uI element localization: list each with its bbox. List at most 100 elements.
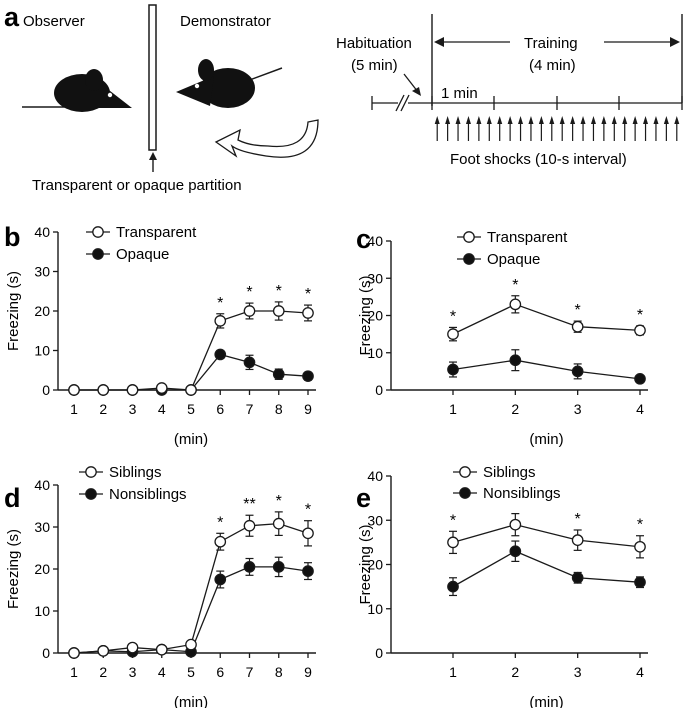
y-tick-label: 10	[367, 345, 383, 361]
y-tick-label: 30	[34, 519, 50, 535]
series-line	[73, 522, 309, 654]
x-tick-label: 3	[574, 664, 582, 680]
y-tick-label: 20	[34, 303, 50, 319]
shock-arrow-head	[611, 116, 617, 124]
legend-label: Opaque	[487, 251, 540, 268]
training-label: Training	[524, 35, 578, 52]
data-point	[97, 645, 110, 657]
x-axis-label: (min)	[529, 694, 563, 708]
data-point	[447, 580, 459, 593]
y-axis-label: Freezing (s)	[5, 529, 22, 609]
y-tick-label: 20	[34, 561, 50, 577]
legend-marker	[92, 226, 104, 238]
data-point	[185, 638, 197, 651]
legend-label: Opaque	[116, 246, 169, 263]
data-point	[302, 307, 314, 319]
y-tick-label: 0	[42, 382, 50, 398]
x-tick-label: 9	[304, 664, 312, 680]
legend-label: Siblings	[483, 464, 536, 481]
significance-star: *	[637, 307, 643, 324]
significance-star: *	[246, 284, 252, 301]
significance-star: *	[575, 302, 581, 319]
shock-arrow-head	[674, 116, 680, 124]
shock-arrow-head	[445, 116, 451, 124]
legend-marker	[463, 253, 475, 265]
data-point	[302, 370, 314, 383]
data-point	[214, 348, 227, 361]
y-tick-label: 0	[42, 645, 50, 661]
x-tick-label: 2	[511, 664, 519, 680]
legend-marker	[459, 466, 471, 478]
shock-arrow-head	[601, 116, 607, 124]
shock-arrow-head	[559, 116, 565, 124]
shock-arrow-head	[528, 116, 534, 124]
habituation-label: Habituation	[336, 35, 412, 52]
data-point	[155, 643, 168, 656]
significance-star: *	[450, 512, 456, 529]
data-point	[272, 368, 285, 381]
series-line	[74, 310, 309, 391]
data-point	[272, 561, 285, 573]
data-point	[571, 534, 584, 547]
data-point	[571, 365, 584, 378]
x-tick-label: 4	[158, 664, 166, 680]
shock-arrow-head	[580, 116, 586, 124]
data-point	[97, 384, 110, 396]
legend-marker	[85, 488, 97, 500]
panel-e-letter: e	[356, 483, 371, 513]
data-point	[509, 518, 522, 531]
significance-star: *	[217, 295, 223, 312]
curved-arrow-icon	[214, 119, 319, 158]
x-tick-label: 8	[275, 401, 283, 417]
shock-arrow-head	[570, 116, 576, 124]
data-point	[185, 384, 197, 396]
x-tick-label: 6	[216, 401, 224, 417]
data-point	[126, 384, 139, 396]
data-point	[509, 354, 522, 367]
x-tick-label: 4	[636, 664, 644, 680]
legend-marker	[459, 487, 471, 499]
x-tick-label: 3	[574, 401, 582, 417]
significance-star: *	[276, 283, 282, 300]
legend-label: Transparent	[487, 229, 568, 246]
x-tick-label: 3	[129, 664, 137, 680]
series-opaque	[447, 349, 646, 385]
x-tick-label: 1	[449, 664, 457, 680]
x-tick-label: 2	[511, 401, 519, 417]
shocks-label: Foot shocks (10-s interval)	[450, 151, 627, 168]
y-tick-label: 20	[367, 308, 383, 324]
partition-arrow-icon	[149, 152, 157, 172]
x-axis-label: (min)	[529, 431, 563, 448]
y-tick-label: 10	[34, 343, 50, 359]
panel-a: a Observer Demonstrator Transparent or o…	[4, 2, 683, 194]
series-siblings	[447, 513, 646, 559]
chart-b: 0 10 20 30 40 1 2 3 4 5 6 7 8 9 (min) Freezing (s) * * * * T…	[5, 224, 316, 448]
data-point	[243, 356, 256, 369]
data-point	[68, 384, 80, 396]
training-duration: (4 min)	[529, 57, 576, 74]
y-axis-label: Freezing (s)	[5, 271, 22, 351]
series-line	[452, 550, 641, 588]
significance-star: *	[305, 502, 311, 519]
legend-label: Nonsiblings	[483, 485, 561, 502]
shock-arrow-head	[476, 116, 482, 124]
significance-star: *	[305, 286, 311, 303]
shock-arrow-head	[622, 116, 628, 124]
y-tick-label: 40	[367, 233, 383, 249]
legend-label: Transparent	[116, 224, 197, 241]
y-tick-label: 30	[34, 264, 50, 280]
data-point	[447, 536, 459, 549]
x-tick-label: 5	[187, 401, 195, 417]
significance-star: **	[243, 496, 255, 513]
shock-arrow-head	[590, 116, 596, 124]
data-point	[68, 647, 80, 659]
panel-c-letter: c	[356, 224, 371, 254]
significance-star: *	[276, 493, 282, 510]
data-point	[447, 363, 459, 376]
x-tick-label: 1	[449, 401, 457, 417]
x-tick-label: 7	[246, 401, 254, 417]
shock-arrow-head	[497, 116, 503, 124]
data-point	[272, 305, 285, 317]
